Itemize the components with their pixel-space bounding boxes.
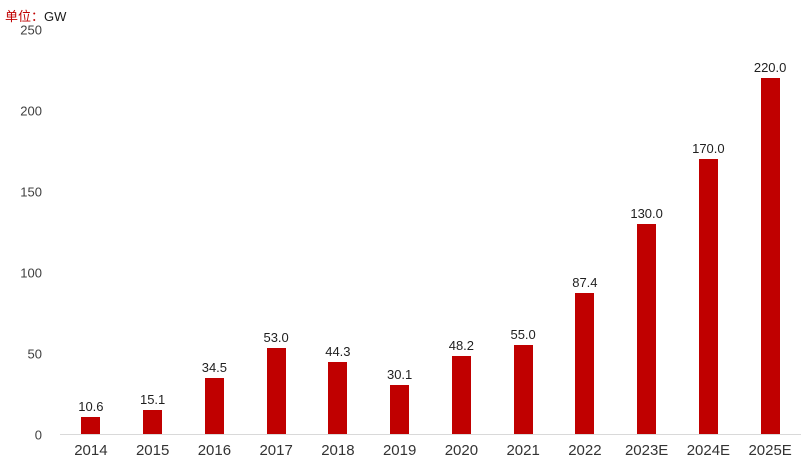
bar-column: 170.0 <box>678 30 740 434</box>
bar[interactable] <box>81 416 101 434</box>
x-tick-label: 2014 <box>74 442 108 459</box>
bar-column: 30.1 <box>369 30 431 434</box>
x-tick-label: 2018 <box>321 442 355 459</box>
bar-value-label: 30.1 <box>386 367 413 383</box>
bar[interactable] <box>451 356 471 434</box>
y-tick-label: 0 <box>34 427 42 443</box>
y-tick-label: 200 <box>20 103 42 119</box>
bar[interactable] <box>698 159 718 434</box>
bar[interactable] <box>760 78 780 434</box>
bar-column: 130.0 <box>616 30 678 434</box>
bar-value-label: 130.0 <box>630 205 663 221</box>
y-tick-label: 250 <box>20 22 42 38</box>
bar[interactable] <box>575 292 595 434</box>
bar-value-label: 15.1 <box>139 391 166 407</box>
plot-area: 10.6 15.1 34.5 53.0 44.3 30.1 48.2 55.0 87.4 130.… <box>60 30 801 435</box>
bar-value-label: 48.2 <box>448 338 475 354</box>
x-tick-label: 2017 <box>259 442 293 459</box>
y-tick-label: 150 <box>20 184 42 200</box>
bar-column: 55.0 <box>492 30 554 434</box>
bar-column: 44.3 <box>307 30 369 434</box>
x-tick-label: 2025E <box>748 442 792 459</box>
x-tick-label: 2015 <box>135 442 170 459</box>
unit-label: 单位：GW <box>5 6 66 25</box>
bar-column: 48.2 <box>431 30 493 434</box>
y-tick-label: 50 <box>27 346 42 362</box>
bar-value-label: 34.5 <box>201 360 228 376</box>
bar-column: 34.5 <box>184 30 246 434</box>
x-tick-label: 2024E <box>686 442 731 459</box>
bar-value-label: 170.0 <box>692 141 725 157</box>
bar-column: 10.6 <box>60 30 122 434</box>
x-tick-label: 2019 <box>382 442 417 459</box>
bar-value-label: 220.0 <box>753 60 787 76</box>
bar-value-label: 53.0 <box>263 330 289 346</box>
bar[interactable] <box>143 409 163 434</box>
bar-value-label: 44.3 <box>325 344 351 360</box>
bar[interactable] <box>328 362 348 434</box>
bar-column: 15.1 <box>122 30 184 434</box>
x-tick-label: 2016 <box>197 442 232 459</box>
bar-column: 220.0 <box>739 30 801 434</box>
bar[interactable] <box>204 378 224 434</box>
x-axis: 2014 2015 2016 2017 2018 2019 2020 2021 2022 2023… <box>60 443 801 458</box>
x-tick-label: 2021 <box>506 442 540 459</box>
bar-value-label: 10.6 <box>78 398 104 414</box>
y-tick-label: 100 <box>20 265 42 281</box>
y-axis: 0 50 100 150 200 250 <box>0 24 48 442</box>
unit-label-value: GW <box>44 9 67 24</box>
x-tick-label: 2022 <box>568 442 602 459</box>
bar[interactable] <box>390 385 410 434</box>
x-tick-label: 2023E <box>624 442 669 459</box>
bar-value-label: 55.0 <box>510 327 536 343</box>
unit-label-prefix: 单位： <box>5 9 45 24</box>
bar[interactable] <box>266 348 286 434</box>
bar[interactable] <box>637 223 657 434</box>
x-tick-label: 2020 <box>444 442 479 459</box>
bar[interactable] <box>513 345 533 434</box>
bar-column: 53.0 <box>245 30 307 434</box>
bar-value-label: 87.4 <box>572 274 598 290</box>
bar-column: 87.4 <box>554 30 616 434</box>
